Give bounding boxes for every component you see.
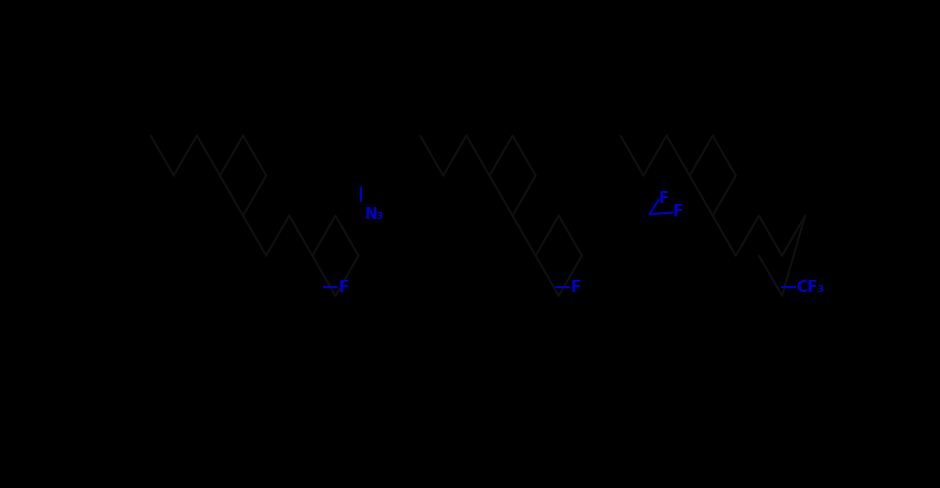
Text: F: F: [571, 280, 581, 295]
Text: |: |: [358, 186, 363, 199]
Text: N₃: N₃: [365, 207, 384, 222]
Text: CF₃: CF₃: [796, 280, 824, 295]
Text: F: F: [673, 203, 683, 219]
Text: F: F: [338, 280, 349, 295]
Text: F: F: [659, 191, 669, 206]
